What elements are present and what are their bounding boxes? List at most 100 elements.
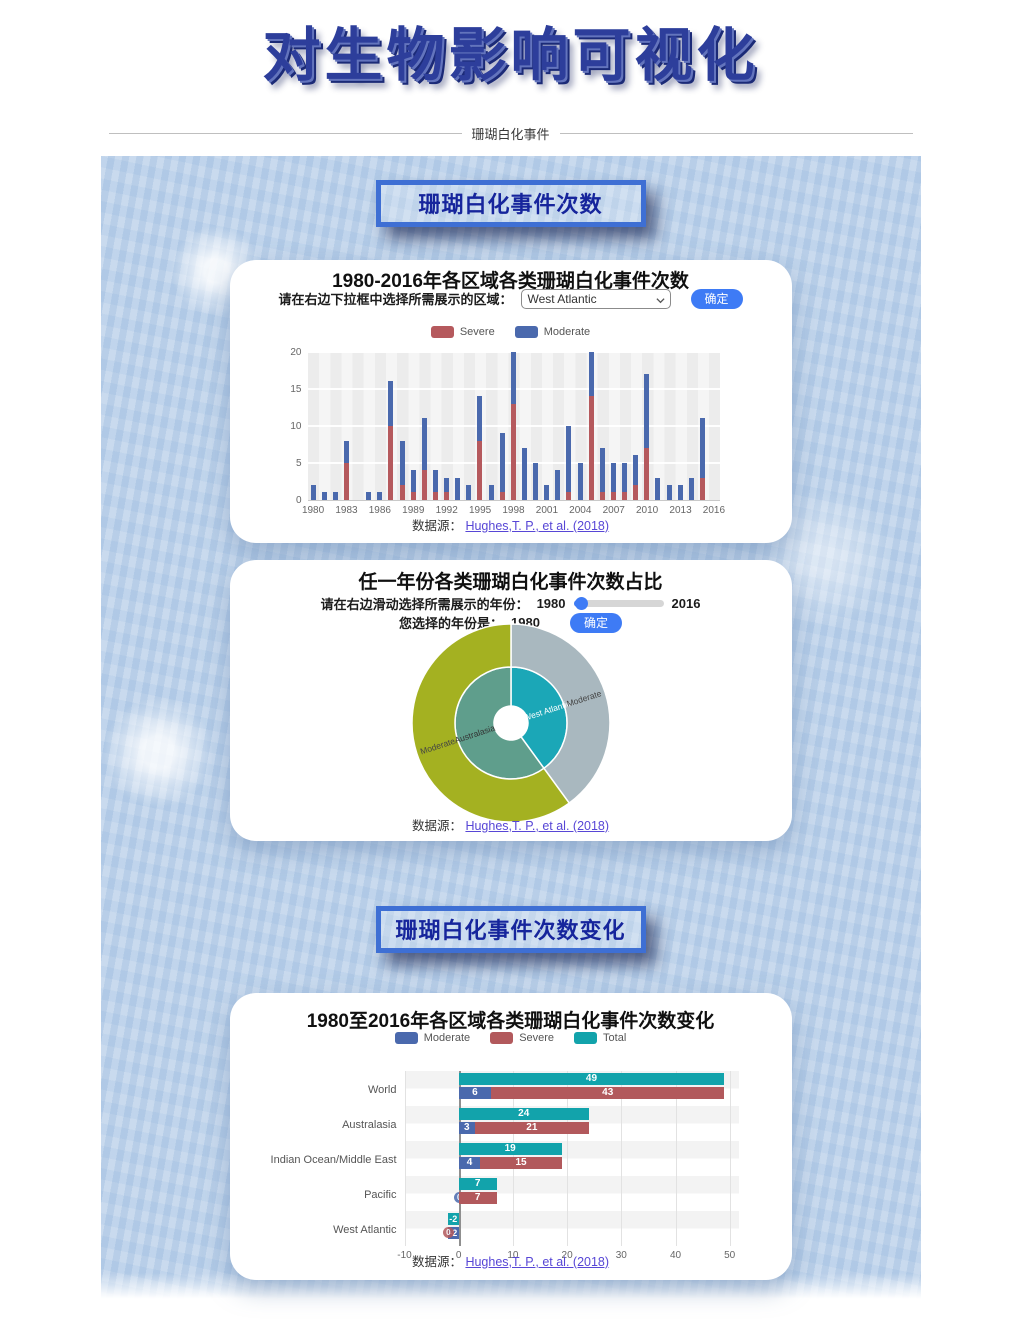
bar-1994[interactable] (463, 353, 474, 500)
severe-bar[interactable]: 43 (491, 1086, 725, 1099)
bar-2016[interactable] (708, 353, 719, 500)
severe-segment[interactable] (610, 492, 616, 500)
total-bar[interactable]: 49 (458, 1072, 725, 1085)
bar-1985[interactable] (363, 353, 374, 500)
moderate-segment[interactable] (544, 485, 550, 500)
moderate-segment[interactable] (466, 485, 472, 500)
bar-1998[interactable] (508, 351, 519, 500)
bar-2010[interactable] (641, 353, 652, 500)
total-bar[interactable]: 7 (458, 1177, 497, 1190)
moderate-segment[interactable] (488, 485, 494, 500)
bar-2002[interactable] (552, 353, 563, 500)
severe-segment[interactable] (421, 470, 427, 500)
bar-2012[interactable] (664, 353, 675, 500)
severe-segment[interactable] (566, 492, 572, 500)
severe-segment[interactable] (444, 492, 450, 500)
bar-1993[interactable] (452, 353, 463, 500)
bar-1983[interactable] (341, 353, 352, 500)
region-confirm-button[interactable]: 确定 (690, 288, 743, 310)
moderate-segment[interactable] (555, 470, 561, 500)
moderate-bar[interactable]: 4 (458, 1156, 481, 1169)
datasource-link[interactable]: Hughes,T. P., et al. (2018) (465, 1254, 610, 1269)
severe-segment[interactable] (644, 448, 650, 500)
moderate-segment[interactable] (677, 485, 683, 500)
bar-1989[interactable] (408, 353, 419, 500)
moderate-segment[interactable] (666, 485, 672, 500)
total-bar[interactable]: -2 (447, 1212, 459, 1225)
severe-segment[interactable] (399, 485, 405, 500)
bar-1999[interactable] (519, 353, 530, 500)
datasource-link[interactable]: Hughes,T. P., et al. (2018) (465, 518, 610, 533)
bar-2005[interactable] (586, 351, 597, 500)
bar-2011[interactable] (652, 353, 663, 500)
total-bar[interactable]: 19 (458, 1142, 562, 1155)
bar-2009[interactable] (630, 353, 641, 500)
bar-2001[interactable] (541, 353, 552, 500)
moderate-segment[interactable] (366, 492, 372, 500)
year-slider[interactable] (573, 596, 664, 610)
bar-1996[interactable] (486, 353, 497, 500)
moderate-segment[interactable] (332, 492, 338, 500)
severe-segment[interactable] (699, 477, 705, 500)
bar-2007[interactable] (608, 353, 619, 500)
sunburst-outer-west-atlantic-moderate[interactable] (509, 623, 611, 804)
moderate-segment[interactable] (566, 425, 572, 493)
severe-segment[interactable] (599, 492, 605, 500)
severe-segment[interactable] (343, 462, 349, 500)
moderate-segment[interactable] (421, 418, 427, 471)
moderate-segment[interactable] (444, 477, 450, 493)
severe-segment[interactable] (510, 403, 516, 500)
severe-bar[interactable]: 7 (458, 1191, 497, 1204)
bar-2000[interactable] (530, 353, 541, 500)
moderate-segment[interactable] (688, 477, 694, 500)
bar-2004[interactable] (575, 353, 586, 500)
legend-item-moderate[interactable]: Moderate (394, 1031, 470, 1044)
sunburst-outer-australasia-moderate[interactable] (410, 623, 570, 823)
moderate-segment[interactable] (410, 470, 416, 493)
year-confirm-button[interactable]: 确定 (569, 612, 622, 634)
bar-1990[interactable] (419, 353, 430, 500)
bar-1982[interactable] (330, 353, 341, 500)
bar-1981[interactable] (319, 353, 330, 500)
moderate-bar[interactable]: 3 (458, 1121, 475, 1134)
total-bar[interactable]: 24 (458, 1107, 589, 1120)
severe-bar[interactable]: 15 (480, 1156, 562, 1169)
moderate-segment[interactable] (510, 351, 516, 404)
datasource-link[interactable]: Hughes,T. P., et al. (2018) (465, 818, 610, 833)
moderate-segment[interactable] (644, 374, 650, 448)
bar-1980[interactable] (308, 353, 319, 500)
moderate-segment[interactable] (455, 477, 461, 500)
moderate-segment[interactable] (343, 440, 349, 463)
bar-2003[interactable] (563, 353, 574, 500)
moderate-segment[interactable] (432, 470, 438, 493)
moderate-bar[interactable]: 6 (458, 1086, 492, 1099)
severe-segment[interactable] (388, 425, 394, 500)
moderate-segment[interactable] (533, 462, 539, 500)
legend-item-moderate[interactable]: Moderate (514, 325, 590, 338)
bar-1991[interactable] (430, 353, 441, 500)
legend-item-total[interactable]: Total (574, 1031, 626, 1044)
moderate-segment[interactable] (310, 485, 316, 500)
legend-item-severe[interactable]: Severe (430, 325, 495, 338)
severe-segment[interactable] (432, 492, 438, 500)
moderate-segment[interactable] (399, 440, 405, 485)
bar-2014[interactable] (686, 353, 697, 500)
bar-2008[interactable] (619, 353, 630, 500)
bar-2015[interactable] (697, 353, 708, 500)
severe-bar-zero-label[interactable]: 0 (442, 1227, 454, 1239)
moderate-segment[interactable] (633, 455, 639, 485)
bar-1986[interactable] (374, 353, 385, 500)
moderate-segment[interactable] (321, 492, 327, 500)
moderate-segment[interactable] (499, 433, 505, 493)
moderate-segment[interactable] (588, 351, 594, 397)
moderate-segment[interactable] (377, 492, 383, 500)
severe-segment[interactable] (499, 492, 505, 500)
moderate-segment[interactable] (622, 462, 628, 493)
bar-2013[interactable] (675, 353, 686, 500)
bar-1995[interactable] (474, 353, 485, 500)
moderate-segment[interactable] (577, 462, 583, 500)
bar-1984[interactable] (352, 353, 363, 500)
legend-item-severe[interactable]: Severe (490, 1031, 554, 1044)
moderate-segment[interactable] (610, 462, 616, 493)
severe-segment[interactable] (410, 492, 416, 500)
